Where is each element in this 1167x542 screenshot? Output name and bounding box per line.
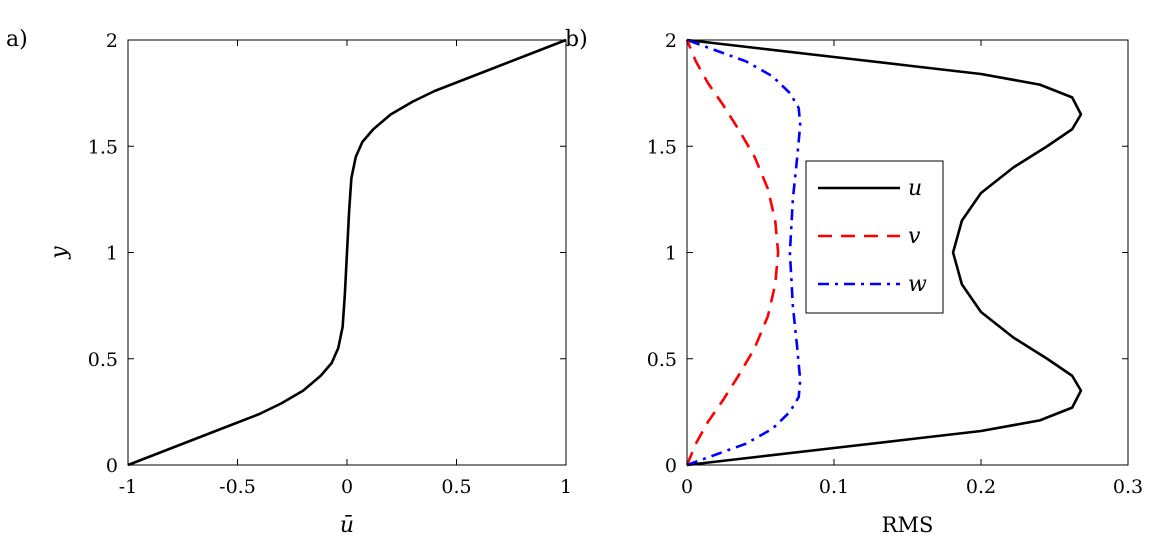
y-tick-label: 2: [106, 30, 118, 52]
y-tick-label: 0.5: [647, 349, 677, 371]
series-line: [127, 38, 567, 467]
y-tick-label: 0: [106, 455, 118, 477]
panel-label: a): [6, 27, 28, 52]
x-tick-label: -1: [119, 476, 138, 498]
y-axis-label: y: [47, 246, 72, 260]
y-tick-label: 0.5: [88, 349, 118, 371]
y-tick-label: 0: [665, 455, 677, 477]
x-tick-label: 0.5: [441, 476, 471, 498]
x-axis-label: ū: [340, 513, 354, 538]
x-tick-label: 1: [560, 476, 572, 498]
y-tick-label: 2: [665, 30, 677, 52]
x-tick-label: -0.5: [219, 476, 256, 498]
panel-b: 0 0.1 0.2 0.3 0 0.5 1 1.5 2 RMS b) uvw: [565, 27, 1143, 537]
x-axis-label: RMS: [882, 513, 934, 537]
legend: uvw: [805, 160, 944, 314]
x-tick-label: 0.3: [1113, 476, 1143, 498]
x-tick-label: 0.1: [819, 476, 849, 498]
y-tick-label: 1.5: [647, 136, 677, 158]
panel-label: b): [565, 27, 588, 52]
x-tick-label: 0: [681, 476, 693, 498]
legend-label-v: v: [908, 224, 921, 249]
y-tick-label: 1: [665, 243, 677, 265]
x-tick-label: 0: [341, 476, 353, 498]
legend-label-w: w: [908, 272, 927, 297]
series-line-w: [686, 38, 802, 467]
series-line-v: [685, 39, 780, 466]
series-line-u: [686, 38, 1083, 467]
legend-label-u: u: [908, 176, 922, 201]
x-tick-label: 0.2: [966, 476, 996, 498]
panel-a: -1 -0.5 0 0.5 1 0 0.5 1 1.5 2 ū y a): [6, 27, 572, 538]
y-tick-label: 1.5: [88, 136, 118, 158]
y-tick-label: 1: [106, 243, 118, 265]
